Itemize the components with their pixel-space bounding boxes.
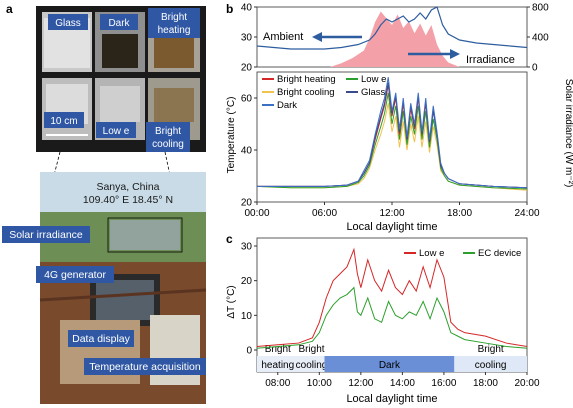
- series-line-ec-device: [256, 286, 528, 349]
- x-tick-label: 06:00: [312, 208, 337, 219]
- y-right-tick-label: 800: [532, 3, 549, 14]
- ambient-arrowhead: [312, 32, 322, 42]
- legend-label: Bright heating: [277, 74, 336, 85]
- ambient-annotation: Ambient: [263, 31, 303, 43]
- legend: Bright heating Bright cooling Dark Low e Gla…: [262, 74, 386, 111]
- label-low-e: Low e: [103, 126, 130, 137]
- label-box: [2, 226, 90, 243]
- y-axis-label: ΔT (°C): [226, 285, 237, 318]
- y-left-tick-label: 20: [241, 63, 253, 74]
- irradiance-sensor-box: [107, 217, 183, 253]
- x-tick-label: 12:00: [379, 208, 404, 219]
- state-band-label: Bright: [298, 344, 324, 355]
- label-4g-generator: 4G generator: [44, 269, 106, 281]
- label-box: [100, 14, 138, 30]
- legend-label: Low e: [419, 248, 444, 259]
- x-tick-label: 00:00: [244, 208, 269, 219]
- label-box: [146, 122, 190, 152]
- x-tick-label: 10:00: [307, 378, 332, 389]
- x-tick-label: 14:00: [390, 378, 415, 389]
- y-tick-label: 60: [241, 94, 253, 105]
- state-band-label: cooling: [475, 360, 507, 371]
- x-tick-label: 08:00: [265, 378, 290, 389]
- state-band-label: Bright: [478, 344, 504, 355]
- y-axis-label: Temperature (°C): [226, 97, 237, 174]
- label-bright-cooling-2: cooling: [152, 139, 184, 150]
- label-box: [44, 112, 84, 128]
- state-band-label: Bright: [265, 344, 291, 355]
- y-tick-label: 20: [241, 198, 253, 209]
- y-tick-label: 30: [241, 242, 253, 253]
- label-box: [68, 330, 134, 347]
- chart-b-bottom: 20 40 60 00:00 06:00 12:00 18:00 24:00 Temperat…: [226, 71, 540, 233]
- state-band-segment: [257, 356, 299, 372]
- label-solar-irradiance: Solar irradiance: [9, 229, 83, 241]
- location-line-2: 109.40° E 18.45° N: [83, 194, 173, 206]
- state-band-label: Dark: [379, 360, 401, 371]
- y-right-tick-label: 0: [532, 63, 538, 74]
- label-glass: Glass: [55, 18, 81, 29]
- state-band-segment: [324, 356, 455, 372]
- x-tick-label: 18:00: [473, 378, 498, 389]
- y-tick-label: 0: [246, 346, 252, 357]
- legend-label: Dark: [277, 100, 297, 111]
- series-line-low-e: [256, 92, 528, 190]
- y-left-tick-label: 30: [241, 33, 253, 44]
- irradiance-area: [257, 11, 527, 67]
- location-line-1: Sanya, China: [96, 181, 159, 193]
- x-tick-label: 18:00: [447, 208, 472, 219]
- x-tick-label: 24:00: [514, 208, 539, 219]
- y-tick-label: 40: [241, 146, 253, 157]
- x-tick-label: 16:00: [431, 378, 456, 389]
- label-box: [148, 8, 200, 38]
- label-scale: 10 cm: [50, 116, 77, 127]
- y-tick-label: 20: [241, 276, 253, 287]
- chart-c: Bright heating Bright cooling Dark Bright cool…: [226, 237, 540, 405]
- irradiance-arrowhead: [450, 49, 460, 59]
- y-left-tick-label: 40: [241, 3, 253, 14]
- panel-b-letter: b: [226, 2, 233, 16]
- label-bright-heating-2: heating: [158, 25, 191, 36]
- series-line-dark: [257, 77, 528, 189]
- label-dark: Dark: [108, 18, 130, 29]
- label-box: [48, 14, 88, 30]
- x-axis-label: Local daylight time: [346, 221, 437, 233]
- series-line-bright-heating: [257, 84, 528, 189]
- state-band-segment: [298, 356, 325, 372]
- state-band-segment: [454, 356, 527, 372]
- label-data-display: Data display: [72, 333, 131, 345]
- irradiance-annotation: Irradiance: [466, 54, 515, 66]
- label-box: [96, 122, 136, 138]
- panel-c-letter: c: [226, 232, 233, 246]
- ambient-line: [256, 6, 528, 50]
- y-tick-label: 10: [241, 311, 253, 322]
- series-line-glass: [257, 82, 528, 189]
- panel-a-letter: a: [6, 2, 13, 16]
- label-box: [84, 358, 206, 375]
- series-line-low-e: [256, 247, 528, 348]
- legend-label: Low e: [361, 74, 386, 85]
- state-band-label: heating: [261, 360, 294, 371]
- legend-label: Glass: [361, 87, 386, 98]
- legend-label: EC device: [478, 248, 521, 259]
- x-tick-label: 12:00: [348, 378, 373, 389]
- x-axis-label: Local daylight time: [346, 393, 437, 405]
- label-box: [36, 266, 114, 283]
- y-right-tick-label: 400: [532, 33, 549, 44]
- legend-label: Bright cooling: [277, 87, 335, 98]
- label-bright-cooling-1: Bright: [155, 126, 181, 137]
- x-tick-label: 20:00: [514, 378, 539, 389]
- label-temperature-acquisition: Temperature acquisition: [89, 361, 201, 373]
- legend: Low e EC device: [404, 248, 521, 259]
- label-bright-heating-1: Bright: [161, 12, 187, 23]
- y-right-axis-label: Solar irradiance (W m⁻²): [563, 79, 573, 188]
- state-band-label: cooling: [296, 360, 328, 371]
- series-line-bright-cooling: [256, 103, 528, 191]
